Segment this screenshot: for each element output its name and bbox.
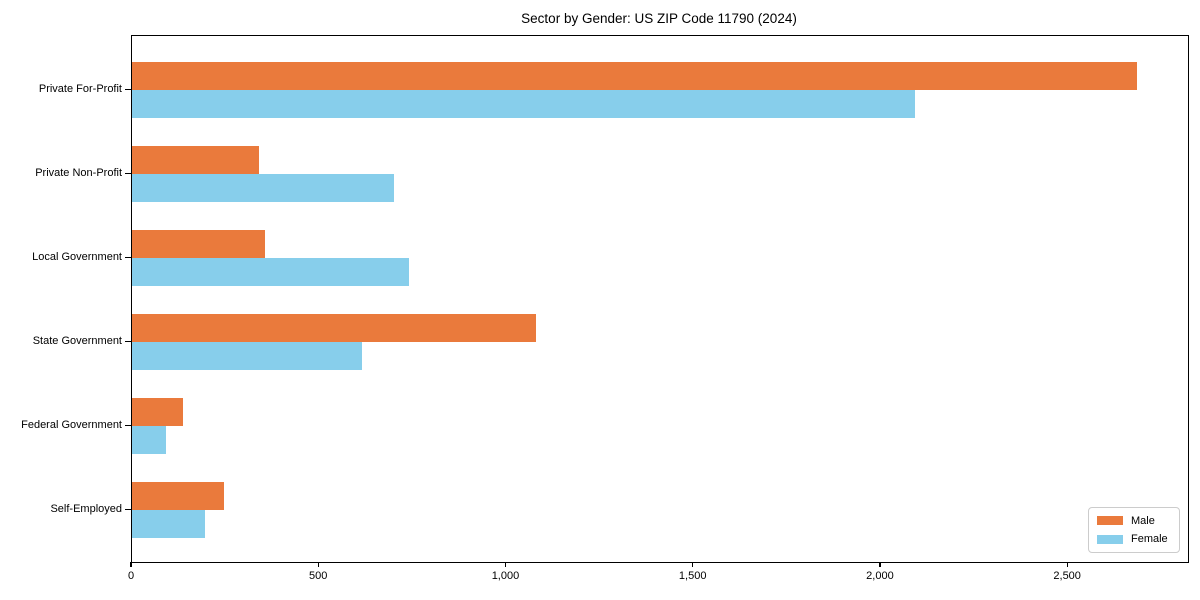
x-tick-label-1-000: 1,000	[491, 570, 520, 582]
bar-female-private-for-profit	[132, 90, 915, 118]
x-tick-label-1-500: 1,500	[678, 570, 707, 582]
y-tick-mark	[125, 509, 131, 511]
plot-area	[131, 35, 1189, 563]
x-tick-mark	[130, 562, 132, 567]
legend-row-female: Female	[1097, 533, 1170, 545]
x-tick-mark	[317, 562, 319, 567]
x-tick-mark	[692, 562, 694, 567]
x-tick-mark	[504, 562, 507, 567]
x-tick-label-500: 500	[309, 570, 328, 582]
y-tick-label-private-for-profit: Private For-Profit	[38, 83, 122, 95]
legend-label-male: Male	[1131, 514, 1155, 527]
x-tick-mark	[1066, 562, 1068, 567]
bar-female-state-government	[132, 342, 363, 370]
y-tick-label-private-non-profit: Private Non-Profit	[35, 167, 122, 179]
bar-female-self-employed	[132, 510, 206, 538]
legend-row-male: Male	[1097, 515, 1170, 527]
y-tick-label-state-government: State Government	[32, 335, 122, 347]
x-tick-label-2-500: 2,500	[1053, 570, 1081, 582]
bar-male-private-non-profit	[132, 146, 260, 174]
x-tick-label-0: 0	[127, 570, 135, 582]
bar-male-federal-government	[132, 398, 183, 426]
x-tick-mark	[879, 562, 881, 567]
y-tick-mark	[125, 89, 131, 91]
bar-male-local-government	[132, 230, 265, 258]
bar-male-private-for-profit	[132, 62, 1138, 90]
y-tick-label-local-government: Local Government	[32, 251, 122, 263]
bar-male-state-government	[132, 314, 537, 342]
legend-label-female: Female	[1131, 533, 1168, 546]
y-tick-mark	[125, 341, 131, 343]
bar-female-local-government	[132, 258, 410, 286]
y-tick-label-self-employed: Self-Employed	[50, 503, 122, 515]
legend-swatch-male	[1097, 516, 1123, 526]
bar-female-private-non-profit	[132, 174, 395, 202]
y-tick-mark	[125, 257, 131, 259]
y-tick-label-federal-government: Federal Government	[21, 419, 122, 431]
legend-swatch-female	[1097, 534, 1123, 544]
y-tick-mark	[125, 425, 131, 427]
bar-female-federal-government	[132, 426, 166, 454]
legend: Male Female	[1088, 507, 1180, 553]
x-tick-label-2-000: 2,000	[866, 570, 894, 582]
chart-title: Sector by Gender: US ZIP Code 11790 (202…	[521, 11, 797, 26]
y-tick-mark	[125, 173, 131, 175]
bar-male-self-employed	[132, 482, 224, 510]
